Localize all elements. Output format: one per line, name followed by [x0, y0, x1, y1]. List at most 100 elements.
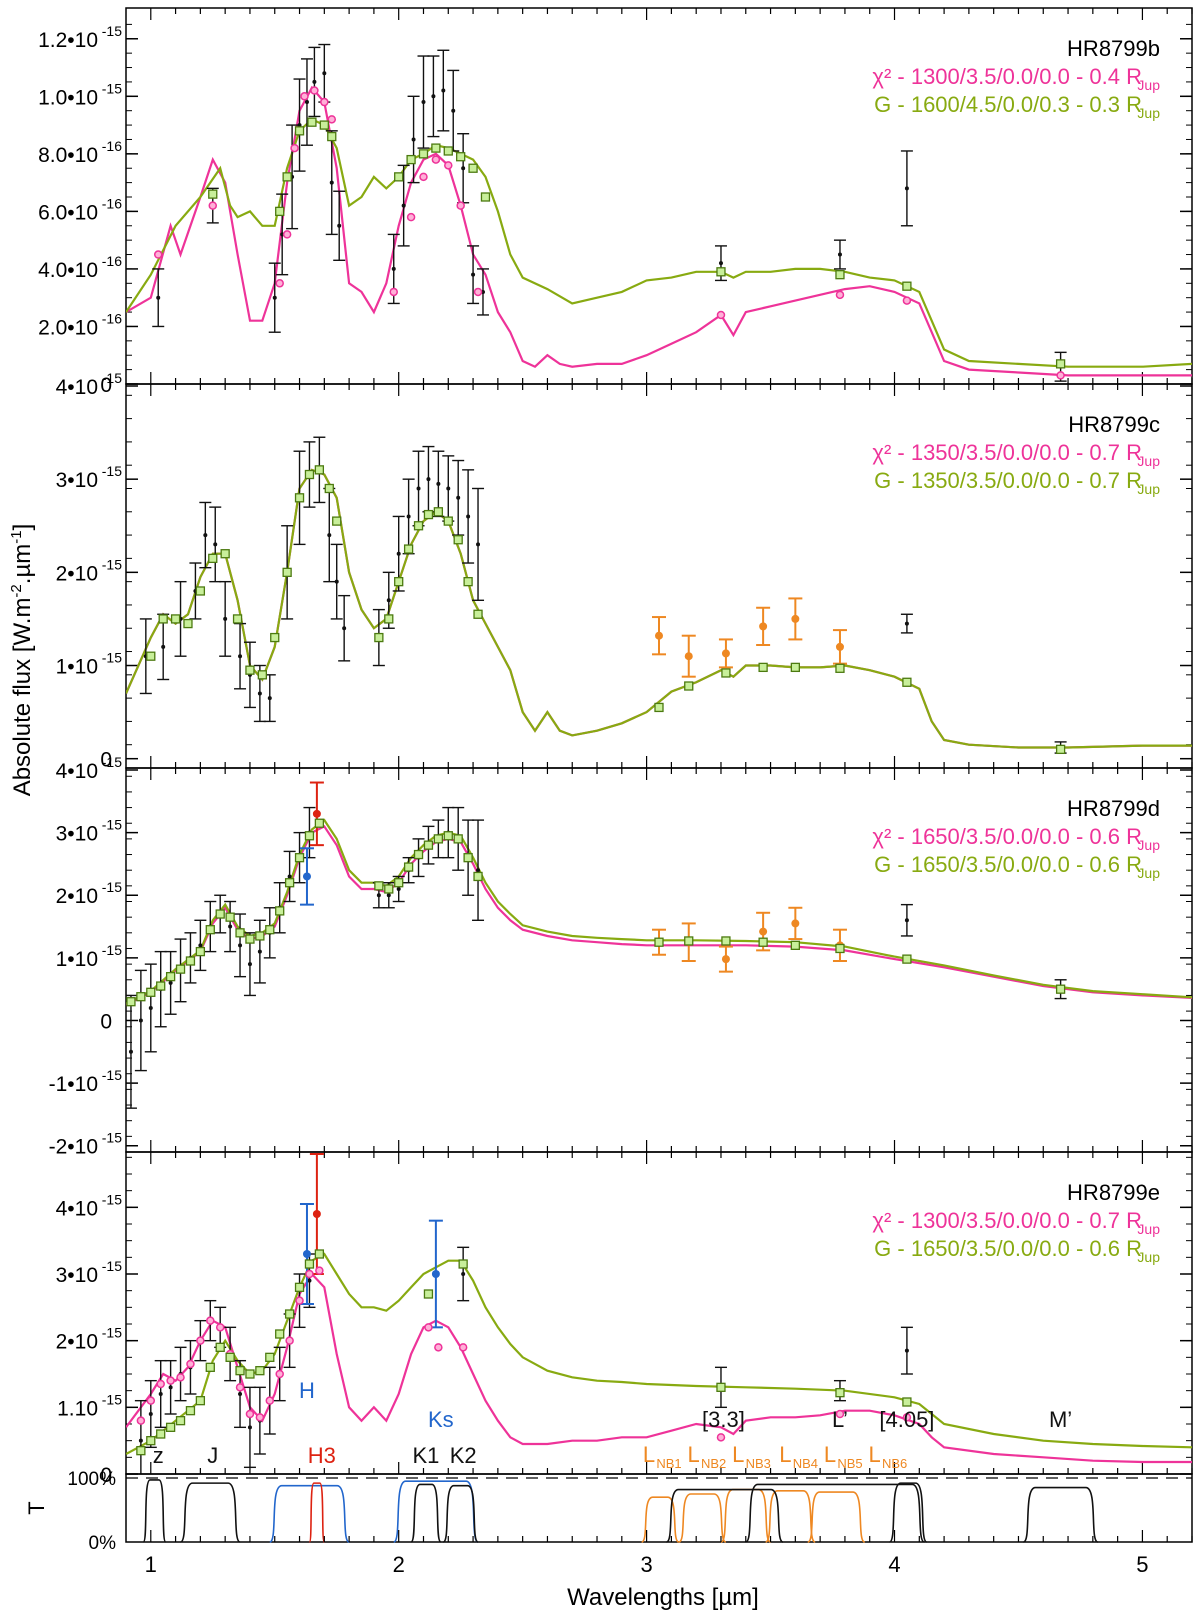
- y-tick-label: 4.0•10: [38, 259, 98, 282]
- observed-point: [401, 203, 406, 208]
- g-model-point: [902, 1397, 912, 1407]
- g-model-point: [265, 1352, 275, 1362]
- observed-point: [148, 1005, 153, 1010]
- observed-point: [476, 868, 481, 873]
- y-tick-label: 3•10: [56, 823, 98, 846]
- g-model-point: [245, 665, 255, 675]
- g-model-point: [835, 943, 845, 954]
- chi2-model-point: [835, 290, 845, 300]
- chi2-model-point: [320, 97, 329, 107]
- g-model-point: [314, 465, 325, 475]
- g-model-point: [314, 818, 325, 828]
- lnb-filter-label: L: [643, 1442, 655, 1467]
- chi2-model-point: [186, 1359, 195, 1369]
- chi2-model-point: [166, 1376, 175, 1385]
- filter-label: [4.05]: [879, 1407, 934, 1432]
- observed-point: [307, 1278, 312, 1283]
- y-tick-label: 1•10: [56, 948, 98, 971]
- g-model-point: [394, 172, 404, 182]
- g-model-point: [136, 992, 146, 1002]
- y-tick-exponent: -15: [102, 370, 122, 386]
- g-model-point: [156, 1429, 166, 1439]
- legend-chi2: χ² - 1350/3.5/0.0/0.0 - 0.7 R: [872, 440, 1142, 465]
- observed-point: [431, 94, 436, 99]
- observed-point: [148, 1412, 153, 1416]
- g-model-point: [304, 469, 315, 480]
- observed-point: [138, 1438, 143, 1443]
- g-model-point: [175, 964, 186, 974]
- chi2-model-point: [153, 250, 163, 259]
- panel-content: [126, 1153, 1192, 1474]
- g-model-point: [146, 651, 156, 661]
- legend-g: G - 1650/3.5/0.0/0.0 - 0.6 R: [874, 852, 1142, 877]
- photometry-point: [684, 652, 693, 661]
- y-tick-label: -2•10: [49, 1136, 98, 1159]
- filter-transmission-curve: [744, 1483, 926, 1543]
- chi2-model-point: [206, 1316, 215, 1325]
- g-model-point: [245, 934, 255, 944]
- legend-title: HR8799d: [1067, 796, 1160, 821]
- filter-transmission-curve: [888, 1482, 928, 1543]
- x-tick-label: 1: [145, 1552, 157, 1577]
- transmission-panel: 0% 100% T 1 2 3 4 5: [24, 1469, 1193, 1577]
- chi2-model-point: [456, 201, 465, 210]
- observed-point: [396, 886, 401, 891]
- y-tick-label: 4•10: [56, 376, 98, 399]
- y-tick-exponent: -15: [102, 650, 122, 666]
- g-model-point: [423, 509, 434, 520]
- observed-point: [257, 691, 262, 696]
- chi2-model-point: [215, 1323, 225, 1332]
- photometry-point: [759, 927, 768, 936]
- g-model-point: [170, 614, 181, 624]
- g-model-point: [332, 516, 342, 526]
- observed-point: [904, 186, 909, 191]
- g-model-point: [294, 1282, 305, 1292]
- legend-chi2-sub: Jup: [1137, 1221, 1160, 1237]
- g-model-point: [374, 632, 384, 643]
- observed-point: [161, 644, 166, 649]
- chi2-model-point: [902, 1413, 912, 1422]
- special-point: [312, 1210, 321, 1218]
- filter-transmission-curve: [269, 1484, 350, 1543]
- filter-label: H3: [308, 1443, 336, 1468]
- observed-point: [421, 100, 426, 105]
- g-model-point: [463, 853, 473, 863]
- observed-point: [238, 654, 243, 659]
- filter-transmission-curve: [720, 1488, 772, 1543]
- model-curve-chi2: [126, 85, 1192, 377]
- y-tick-label: 3•10: [56, 469, 98, 492]
- filter-transmission-curve: [1022, 1486, 1099, 1543]
- filter-label: H: [299, 1378, 315, 1403]
- g-model-point: [480, 192, 491, 202]
- g-model-point: [304, 1259, 315, 1269]
- filter-label: Ks: [428, 1407, 454, 1432]
- y-tick-label: 2•10: [56, 562, 98, 585]
- observed-point: [238, 1392, 243, 1396]
- observed-point: [312, 79, 317, 84]
- panel-content: [126, 436, 1192, 755]
- photometry-point: [791, 614, 800, 623]
- g-model-point: [443, 516, 453, 526]
- observed-point: [904, 918, 909, 923]
- observed-point: [228, 924, 233, 929]
- g-model-point: [175, 1416, 186, 1426]
- observed-point: [396, 551, 401, 556]
- g-model-point: [165, 972, 176, 982]
- lnb-filter-label: L: [824, 1442, 836, 1467]
- chi2-model-point: [156, 1379, 165, 1389]
- transmission-tick-label: 0%: [89, 1533, 117, 1554]
- g-model-point: [413, 521, 424, 531]
- lnb-filter-label: L: [687, 1442, 699, 1467]
- chi2-model-point: [431, 155, 441, 164]
- chi2-model-point: [434, 1343, 443, 1352]
- observed-point: [471, 272, 476, 277]
- g-model-point: [307, 117, 317, 127]
- g-model-point: [158, 614, 168, 624]
- y-tick-exponent: -15: [102, 80, 122, 96]
- observed-point: [223, 616, 228, 621]
- observed-point: [257, 949, 262, 954]
- y-tick-label: 1.2•10: [38, 29, 98, 52]
- y-tick-label: 0: [100, 1010, 112, 1033]
- g-model-point: [835, 270, 845, 280]
